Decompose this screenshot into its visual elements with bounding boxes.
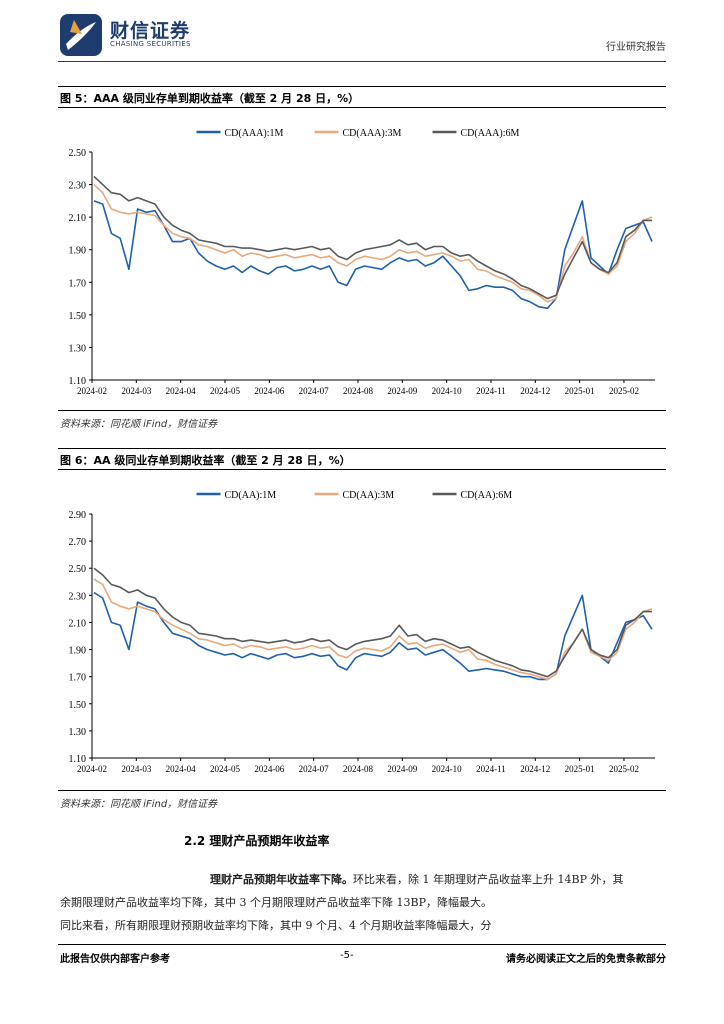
figure-6-title-rule: [58, 469, 666, 470]
header-rule: [58, 61, 666, 62]
legend-label-0-2: CD(AAA):6M: [461, 128, 520, 139]
figure-6-chart-svg: CD(AA):1M CD(AA):3M CD(AA):6M 1.10 1.30 1.50 1…: [69, 490, 655, 774]
y-tick-label: 2.10: [69, 213, 87, 224]
y-tick-label: 1.70: [69, 278, 87, 289]
page-number: -5-: [340, 950, 354, 961]
y-tick-label: 2.30: [69, 591, 87, 602]
series-line-0-2: [93, 175, 652, 300]
report-type: 行业研究报告: [606, 42, 666, 53]
y-tick-label: 2.30: [69, 181, 87, 192]
y-tick-label: 1.90: [69, 246, 87, 257]
legend-label-1-1: CD(AA):3M: [343, 490, 395, 501]
x-tick-label: 2024-02: [77, 764, 107, 774]
y-tick-label: 1.50: [69, 700, 87, 711]
figure-6-title: 图 6：AA 级同业存单到期收益率（截至 2 月 28 日，%）: [60, 454, 351, 467]
x-tick-label: 2024-06: [254, 764, 284, 774]
brand-name-en: CHASING SECURITIES: [110, 40, 191, 48]
series-line-0-1: [93, 184, 653, 303]
paragraph-lead: 理财产品预期年收益率下降。: [210, 873, 353, 886]
legend-label-0-0: CD(AAA):1M: [225, 128, 284, 139]
series-line-1-0: [93, 591, 653, 681]
section-title: 2.2 理财产品预期年收益率: [184, 834, 330, 848]
figure-5-title-rule: [58, 107, 666, 108]
paragraph-text-1: 环比来看，除 1 年期理财产品收益率上升 14BP 外，其: [353, 873, 624, 886]
footer-notice: 请务必阅读正文之后的免责条款部分: [506, 954, 666, 965]
figure-6-chart: CD(AA):1M CD(AA):3M CD(AA):6M 1.10 1.30 1.50 1…: [40, 472, 680, 788]
x-tick-label: 2024-06: [254, 386, 284, 396]
x-tick-label: 2024-04: [166, 386, 196, 396]
y-tick-label: 1.30: [69, 727, 87, 738]
y-tick-label: 2.90: [69, 510, 87, 521]
y-tick-label: 1.90: [69, 646, 87, 657]
x-tick-label: 2024-12: [520, 386, 550, 396]
footer-disclaimer: 此报告仅供内部客户参考: [60, 954, 170, 965]
x-tick-label: 2024-11: [476, 386, 506, 396]
y-tick-label: 2.50: [69, 148, 87, 159]
figure-6-top-rule: [58, 448, 666, 449]
y-tick-label: 1.50: [69, 311, 87, 322]
y-tick-label: 2.10: [69, 618, 87, 629]
x-tick-label: 2024-09: [387, 764, 417, 774]
x-tick-label: 2024-10: [432, 764, 462, 774]
paragraph-text-2: 余期限理财产品收益率均下降，其中 3 个月期限理财产品收益率下降 13BP，降幅…: [60, 896, 492, 909]
y-tick-label: 1.70: [69, 673, 87, 684]
figure-5-title: 图 5：AAA 级同业存单到期收益率（截至 2 月 28 日，%）: [60, 92, 360, 105]
x-tick-label: 2024-05: [210, 764, 240, 774]
figure-5-top-rule: [58, 86, 666, 87]
y-tick-label: 1.10: [69, 376, 87, 387]
figure-6-source: 资料来源：同花顺 iFind，财信证券: [60, 799, 218, 810]
x-tick-label: 2024-08: [343, 764, 373, 774]
footer-rule: [58, 944, 666, 945]
figure-5-bottom-rule: [58, 410, 666, 411]
x-tick-label: 2025-02: [609, 386, 639, 396]
figure-5-chart: CD(AAA):1M CD(AAA):3M CD(AAA):6M 1.10 1.30 1.…: [40, 110, 680, 410]
x-tick-label: 2024-07: [299, 764, 329, 774]
y-tick-label: 2.70: [69, 537, 87, 548]
x-tick-label: 2024-03: [121, 386, 151, 396]
figure-5-source: 资料来源：同花顺 iFind，财信证券: [60, 419, 218, 430]
x-tick-label: 2024-10: [432, 386, 462, 396]
y-tick-label: 1.10: [69, 754, 87, 765]
paragraph-text-3: 同比来看，所有期限理财预期收益率均下降，其中 9 个月、4 个月期收益率降幅最大…: [60, 919, 492, 932]
x-tick-label: 2024-11: [476, 764, 506, 774]
x-tick-label: 2024-04: [166, 764, 196, 774]
figure-6-bottom-rule: [58, 790, 666, 791]
legend-label-1-2: CD(AA):6M: [461, 490, 513, 501]
legend-label-1-0: CD(AA):1M: [225, 490, 277, 501]
figure-5-chart-svg: CD(AAA):1M CD(AAA):3M CD(AAA):6M 1.10 1.30 1.…: [69, 128, 655, 396]
x-tick-label: 2025-01: [565, 764, 595, 774]
x-tick-label: 2024-02: [77, 386, 107, 396]
x-tick-label: 2024-08: [343, 386, 373, 396]
y-tick-label: 1.30: [69, 343, 87, 354]
x-tick-label: 2024-09: [387, 386, 417, 396]
series-line-0-0: [93, 200, 653, 310]
x-tick-label: 2024-12: [520, 764, 550, 774]
legend-label-0-1: CD(AAA):3M: [343, 128, 402, 139]
x-tick-label: 2024-07: [299, 386, 329, 396]
company-logo: [60, 14, 102, 56]
x-tick-label: 2024-03: [121, 764, 151, 774]
series-line-1-2: [93, 567, 652, 678]
paragraph-line-1: 理财产品预期年收益率下降。环比来看，除 1 年期理财产品收益率上升 14BP 外…: [60, 868, 670, 891]
y-tick-label: 2.50: [69, 564, 87, 575]
brand-name-cn: 财信证券: [110, 20, 191, 42]
x-tick-label: 2025-01: [565, 386, 595, 396]
x-tick-label: 2025-02: [609, 764, 639, 774]
x-tick-label: 2024-05: [210, 386, 240, 396]
